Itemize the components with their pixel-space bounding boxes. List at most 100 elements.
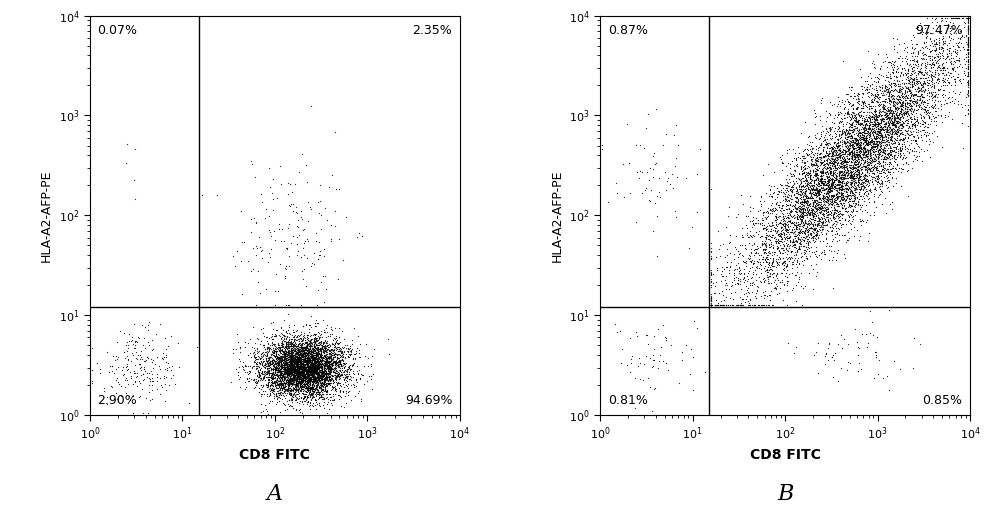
Point (844, 179, 860, 187)
Point (878, 120, 894, 129)
Point (785, 237, 801, 245)
Point (814, 202, 830, 211)
Point (637, 186, 653, 194)
Point (318, 347, 334, 356)
Point (296, 369, 312, 377)
Point (322, 345, 338, 353)
Point (267, 347, 283, 355)
Point (284, 376, 300, 384)
Point (321, 358, 337, 366)
Point (839, 185, 855, 193)
Point (294, 367, 310, 376)
Point (156, 374, 172, 383)
Point (920, 123, 936, 131)
Point (272, 349, 288, 357)
Point (283, 390, 299, 399)
Point (888, 111, 904, 119)
Point (304, 361, 320, 369)
Point (765, 221, 781, 229)
Point (867, 120, 883, 128)
Point (310, 336, 326, 344)
Point (272, 371, 288, 379)
Point (314, 375, 330, 384)
Point (849, 226, 865, 235)
Point (804, 207, 820, 215)
Point (786, 251, 802, 260)
Point (353, 370, 369, 378)
Point (940, 69, 956, 77)
Point (905, 120, 921, 129)
Point (851, 112, 867, 120)
Point (829, 156, 845, 164)
Point (305, 344, 321, 352)
Point (279, 377, 295, 386)
Point (871, 108, 887, 116)
Point (315, 346, 331, 354)
Point (300, 376, 316, 385)
Point (872, 185, 888, 194)
Point (815, 223, 831, 231)
Point (793, 198, 809, 207)
Point (319, 348, 335, 356)
Point (281, 344, 297, 352)
Point (935, 69, 951, 77)
Point (314, 378, 330, 387)
Point (638, 331, 654, 339)
Point (815, 216, 831, 225)
Point (324, 361, 340, 369)
Point (295, 389, 311, 398)
Point (311, 361, 327, 369)
Point (299, 379, 315, 387)
Point (349, 377, 365, 386)
Point (278, 373, 294, 381)
Point (281, 220, 297, 228)
Point (311, 349, 327, 357)
Point (842, 188, 858, 196)
Point (843, 178, 859, 186)
Point (295, 373, 311, 381)
Point (345, 373, 361, 381)
Point (261, 366, 277, 375)
Point (299, 392, 315, 401)
Point (301, 365, 317, 374)
Point (325, 365, 341, 373)
Point (636, 144, 652, 152)
Point (755, 246, 771, 254)
Point (307, 365, 323, 373)
Point (860, 139, 876, 147)
Point (311, 388, 327, 397)
Point (308, 334, 324, 342)
Point (293, 343, 309, 351)
Point (268, 360, 284, 368)
Point (764, 221, 780, 229)
Point (357, 352, 373, 360)
Point (880, 122, 896, 130)
Point (274, 376, 290, 384)
Point (312, 349, 328, 358)
Point (291, 351, 307, 359)
Point (827, 151, 843, 159)
Point (857, 156, 873, 164)
Point (818, 213, 834, 221)
Point (916, 97, 932, 105)
Point (299, 358, 315, 366)
Point (264, 350, 280, 359)
Point (645, 227, 661, 236)
Point (852, 140, 868, 148)
Point (881, 149, 897, 157)
Point (323, 376, 339, 384)
Point (299, 348, 315, 357)
Point (316, 363, 332, 371)
Point (306, 343, 322, 351)
Point (279, 359, 295, 367)
Point (288, 368, 304, 377)
Point (799, 205, 815, 213)
Point (908, 71, 924, 79)
Point (841, 130, 857, 138)
Point (321, 379, 337, 388)
Point (268, 359, 284, 367)
Point (843, 180, 859, 188)
Point (824, 134, 840, 142)
Point (899, 99, 915, 107)
Point (798, 148, 814, 157)
